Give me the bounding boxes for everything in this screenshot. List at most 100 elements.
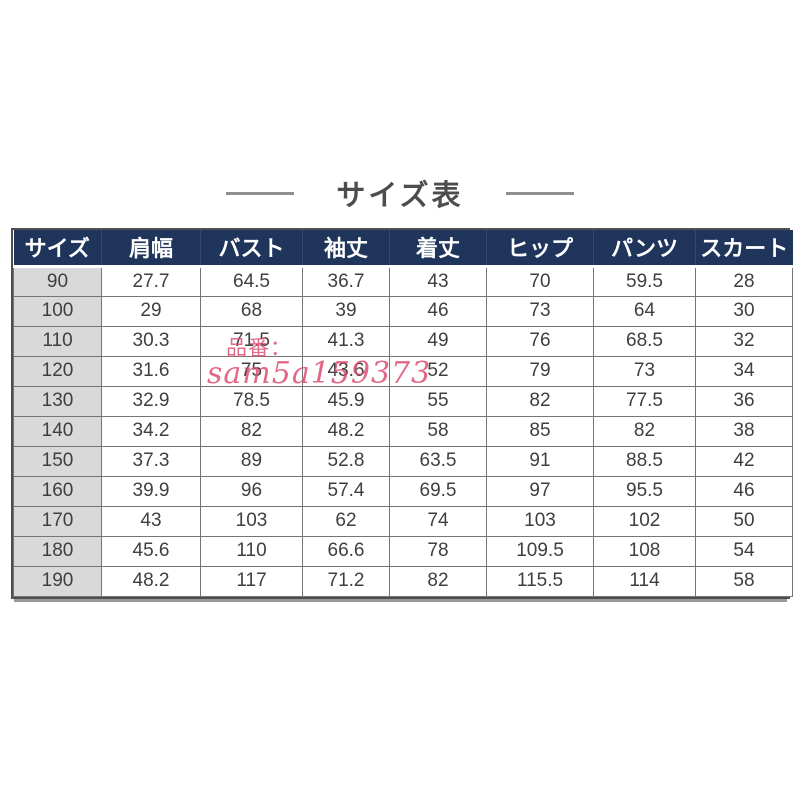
value-cell: 68.5 xyxy=(593,325,696,357)
size-cell: 140 xyxy=(13,415,102,447)
size-cell: 110 xyxy=(13,325,102,357)
value-cell: 34 xyxy=(695,355,793,387)
value-cell: 30.3 xyxy=(101,325,201,357)
value-cell: 45.6 xyxy=(101,535,201,567)
value-cell: 70 xyxy=(486,265,594,297)
value-cell: 71.2 xyxy=(302,565,390,597)
column-header-2: バスト xyxy=(200,230,303,268)
value-cell: 43.6 xyxy=(302,355,390,387)
value-cell: 34.2 xyxy=(101,415,201,447)
page-title: サイズ表 xyxy=(336,180,464,212)
size-cell: 120 xyxy=(13,355,102,387)
value-cell: 91 xyxy=(486,445,594,477)
value-cell: 29 xyxy=(101,295,201,327)
value-cell: 108 xyxy=(593,535,696,567)
table-row: 110 30.3 71.5 41.3 49 76 68.5 32 xyxy=(13,325,793,357)
table-body: 90 27.7 64.5 36.7 43 70 59.5 28 100 29 68 39 46 73 64 3… xyxy=(13,265,793,597)
value-cell: 77.5 xyxy=(593,385,696,417)
size-cell: 180 xyxy=(13,535,102,567)
value-cell: 115.5 xyxy=(486,565,594,597)
column-header-7: スカート xyxy=(695,230,793,268)
value-cell: 66.6 xyxy=(302,535,390,567)
value-cell: 75 xyxy=(200,355,303,387)
value-cell: 57.4 xyxy=(302,475,390,507)
value-cell: 27.7 xyxy=(101,265,201,297)
value-cell: 102 xyxy=(593,505,696,537)
column-header-1: 肩幅 xyxy=(101,230,201,268)
title-right-rule xyxy=(505,191,574,195)
value-cell: 82 xyxy=(486,385,594,417)
value-cell: 82 xyxy=(389,565,487,597)
value-cell: 39 xyxy=(302,295,390,327)
value-cell: 30 xyxy=(695,295,793,327)
size-cell: 150 xyxy=(13,445,102,477)
value-cell: 42 xyxy=(695,445,793,477)
column-header-0: サイズ xyxy=(13,230,102,268)
value-cell: 95.5 xyxy=(593,475,696,507)
value-cell: 62 xyxy=(302,505,390,537)
value-cell: 52.8 xyxy=(302,445,390,477)
value-cell: 109.5 xyxy=(486,535,594,567)
table-row: 140 34.2 82 48.2 58 85 82 38 xyxy=(13,415,793,447)
table-row: 100 29 68 39 46 73 64 30 xyxy=(13,295,793,327)
value-cell: 68 xyxy=(200,295,303,327)
value-cell: 79 xyxy=(486,355,594,387)
value-cell: 50 xyxy=(695,505,793,537)
value-cell: 54 xyxy=(695,535,793,567)
table-row: 120 31.6 75 43.6 52 79 73 34 xyxy=(13,355,793,387)
value-cell: 64 xyxy=(593,295,696,327)
column-header-5: ヒップ xyxy=(486,230,594,268)
size-cell: 190 xyxy=(13,565,102,597)
value-cell: 43 xyxy=(101,505,201,537)
title-left-rule xyxy=(226,191,295,195)
value-cell: 46 xyxy=(389,295,487,327)
value-cell: 48.2 xyxy=(101,565,201,597)
size-cell: 130 xyxy=(13,385,102,417)
value-cell: 52 xyxy=(389,355,487,387)
value-cell: 78.5 xyxy=(200,385,303,417)
table-row: 150 37.3 89 52.8 63.5 91 88.5 42 xyxy=(13,445,793,477)
value-cell: 85 xyxy=(486,415,594,447)
value-cell: 97 xyxy=(486,475,594,507)
value-cell: 64.5 xyxy=(200,265,303,297)
value-cell: 45.9 xyxy=(302,385,390,417)
value-cell: 55 xyxy=(389,385,487,417)
value-cell: 58 xyxy=(695,565,793,597)
value-cell: 73 xyxy=(486,295,594,327)
table-row: 130 32.9 78.5 45.9 55 82 77.5 36 xyxy=(13,385,793,417)
value-cell: 58 xyxy=(389,415,487,447)
size-cell: 100 xyxy=(13,295,102,327)
size-cell: 170 xyxy=(13,505,102,537)
value-cell: 28 xyxy=(695,265,793,297)
column-header-4: 着丈 xyxy=(389,230,487,268)
value-cell: 46 xyxy=(695,475,793,507)
value-cell: 63.5 xyxy=(389,445,487,477)
value-cell: 78 xyxy=(389,535,487,567)
value-cell: 32.9 xyxy=(101,385,201,417)
table-row: 180 45.6 110 66.6 78 109.5 108 54 xyxy=(13,535,793,567)
value-cell: 103 xyxy=(200,505,303,537)
value-cell: 32 xyxy=(695,325,793,357)
value-cell: 31.6 xyxy=(101,355,201,387)
value-cell: 103 xyxy=(486,505,594,537)
column-header-6: パンツ xyxy=(593,230,696,268)
value-cell: 39.9 xyxy=(101,475,201,507)
value-cell: 49 xyxy=(389,325,487,357)
value-cell: 43 xyxy=(389,265,487,297)
table-row: 190 48.2 117 71.2 82 115.5 114 58 xyxy=(13,565,793,597)
value-cell: 89 xyxy=(200,445,303,477)
header-row: サイズ 肩幅 バスト 袖丈 着丈 ヒップ パンツ スカート xyxy=(13,230,793,268)
value-cell: 82 xyxy=(593,415,696,447)
value-cell: 82 xyxy=(200,415,303,447)
value-cell: 38 xyxy=(695,415,793,447)
value-cell: 48.2 xyxy=(302,415,390,447)
size-cell: 160 xyxy=(13,475,102,507)
value-cell: 73 xyxy=(593,355,696,387)
size-cell: 90 xyxy=(13,265,102,297)
table-row: 160 39.9 96 57.4 69.5 97 95.5 46 xyxy=(13,475,793,507)
value-cell: 74 xyxy=(389,505,487,537)
value-cell: 96 xyxy=(200,475,303,507)
value-cell: 114 xyxy=(593,565,696,597)
value-cell: 59.5 xyxy=(593,265,696,297)
value-cell: 71.5 xyxy=(200,325,303,357)
